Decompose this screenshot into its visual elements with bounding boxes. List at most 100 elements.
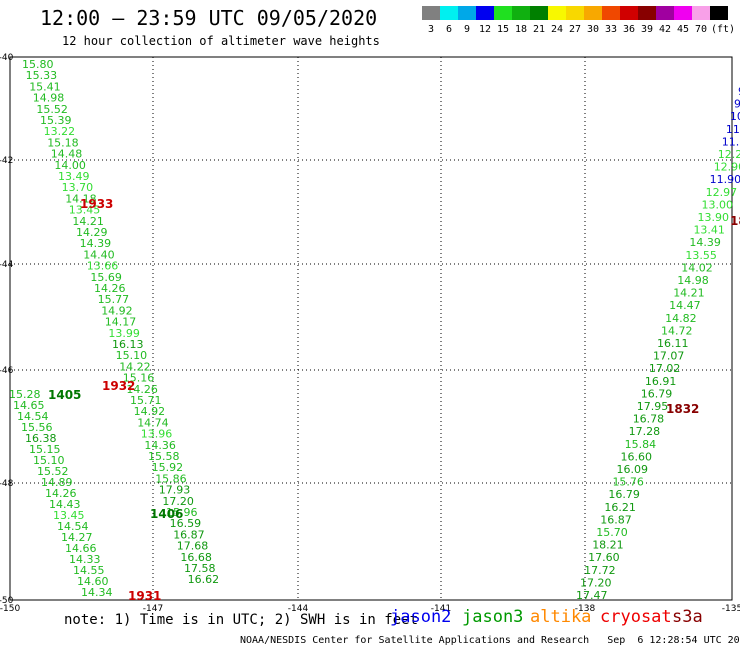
track-a-value: 15.69 — [90, 271, 122, 284]
track-c-value: 14.47 — [669, 299, 701, 312]
track-a-value: 15.77 — [98, 293, 130, 306]
scale-label: 30 — [587, 24, 599, 35]
satellite-label-cryosat: cryosat — [600, 607, 672, 627]
track-c-value: 9. — [734, 98, 740, 111]
track-b-value: 14.34 — [81, 586, 113, 599]
track-c-value: 14.39 — [689, 236, 721, 249]
page-title: 12:00 – 23:59 UTC 09/05/2020 — [40, 6, 378, 30]
scale-swatch — [458, 6, 476, 20]
track-a-value: 16.13 — [112, 338, 144, 351]
track-c-value: 16.09 — [617, 463, 649, 476]
color-scale-legend: 3 6 9 12 15 18 21 24 27 30 33 36 39 42 45 70 (ft) — [422, 6, 734, 35]
x-tick-label: -144 — [288, 604, 309, 612]
track-b-value: 14.60 — [77, 575, 109, 588]
x-tick-label: -135 — [722, 604, 740, 612]
track-a-value: 13.66 — [87, 260, 119, 273]
track-a-value: 17.68 — [177, 540, 209, 553]
scale-label: (ft) — [711, 24, 734, 35]
track-b-value: 14.33 — [69, 553, 101, 566]
track-a-value: 15.18 — [47, 136, 78, 149]
track-c-value: 10. — [730, 110, 740, 123]
scale-swatch — [494, 6, 512, 20]
scale-swatch — [566, 6, 584, 20]
track-c-value: 13.00 — [702, 198, 734, 211]
track-a-value: 13.49 — [58, 170, 90, 183]
track-a-value: 14.92 — [134, 405, 166, 418]
track-a-value: 14.36 — [144, 439, 176, 452]
track-c-value: 16.21 — [604, 501, 636, 514]
track-c-value: 14.98 — [677, 274, 709, 287]
y-tick-label: -48 — [0, 479, 14, 489]
track-c-value: 13.55 — [685, 249, 717, 262]
track-b-value: 14.54 — [57, 520, 89, 533]
track-c-value: 17.20 — [580, 576, 612, 589]
track-a-value: 14.98 — [33, 92, 65, 105]
track-c-value: 17.47 — [576, 589, 608, 602]
track-c-value: 18.21 — [592, 539, 624, 552]
track-a-value: 15.41 — [29, 80, 61, 93]
track-b-value: 14.26 — [45, 487, 77, 500]
pass-time-label: 1932 — [102, 379, 135, 393]
track-a-value: 14.74 — [137, 416, 169, 429]
track-a-value: 15.33 — [26, 69, 57, 82]
scale-label: 70 — [695, 24, 707, 35]
track-c-value: 16.87 — [600, 513, 632, 526]
track-a-value: 13.99 — [108, 327, 139, 340]
scale-swatch — [422, 6, 440, 20]
pass-time-label: 1406 — [150, 507, 183, 521]
track-b-value: 14.27 — [61, 531, 93, 544]
track-c-value: 16.60 — [621, 450, 653, 463]
track-c-value: 12.90 — [714, 161, 740, 174]
y-tick-label: -50 — [0, 596, 14, 606]
track-a-value: 13.22 — [44, 125, 76, 138]
scale-swatch — [548, 6, 566, 20]
scale-label: 24 — [551, 24, 563, 35]
track-c-value: 16.11 — [657, 337, 689, 350]
track-a-value: 15.96 — [166, 506, 198, 519]
track-c-value: 13.90 — [698, 211, 730, 224]
track-c-value: 16.91 — [645, 375, 677, 388]
pass-time-label: 1933 — [80, 197, 113, 211]
track-c-value: 11.90 — [710, 173, 740, 186]
track-a-value: 14.92 — [101, 304, 133, 317]
track-a-value: 15.16 — [123, 372, 155, 385]
track-c-value: 14.21 — [673, 287, 705, 300]
track-b-value: 14.55 — [73, 564, 105, 577]
pass-time-label: 1832 — [666, 402, 699, 416]
y-tick-label: -46 — [0, 366, 14, 376]
track-c-value: 14.72 — [661, 324, 693, 337]
track-a-value: 16.62 — [188, 573, 220, 586]
track-a-value: 15.80 — [22, 58, 54, 71]
track-c-value: 17.95 — [637, 400, 669, 413]
track-a-value: 13.70 — [62, 181, 94, 194]
track-b-value: 14.89 — [41, 476, 73, 489]
track-c-value: 16.78 — [633, 413, 665, 426]
track-c-value: 12.97 — [706, 186, 738, 199]
track-a-value: 16.68 — [180, 551, 212, 564]
scale-swatch — [656, 6, 674, 20]
x-tick-label: -138 — [575, 604, 596, 612]
track-a-value: 15.92 — [152, 461, 184, 474]
scale-label: 15 — [497, 24, 509, 35]
scale-label: 39 — [641, 24, 653, 35]
scale-swatch — [692, 6, 710, 20]
track-a-value: 14.22 — [119, 360, 151, 373]
track-a-value: 13.45 — [69, 204, 101, 217]
track-a-value: 15.52 — [36, 103, 68, 116]
track-c-value: 17.02 — [649, 362, 681, 375]
wave-height-map: -150 -147 -144 -141 -138 -135 -40 -42 -44 -46 -48 -… — [0, 53, 740, 612]
track-a-value: 15.71 — [130, 394, 162, 407]
track-b-value: 16.38 — [25, 432, 57, 445]
scale-swatch — [620, 6, 638, 20]
track-c-value: 14.02 — [681, 261, 713, 274]
scale-swatch — [512, 6, 530, 20]
track-a-value: 14.26 — [94, 282, 126, 295]
scale-swatch — [602, 6, 620, 20]
track-a-value: 14.48 — [51, 148, 83, 161]
scale-label: 3 — [428, 24, 434, 35]
x-tick-label: -141 — [431, 604, 451, 612]
track-c-value: 11.02 — [722, 135, 740, 148]
scale-label: 45 — [677, 24, 689, 35]
plot-frame — [9, 56, 733, 601]
track-a-value: 17.20 — [162, 495, 194, 508]
